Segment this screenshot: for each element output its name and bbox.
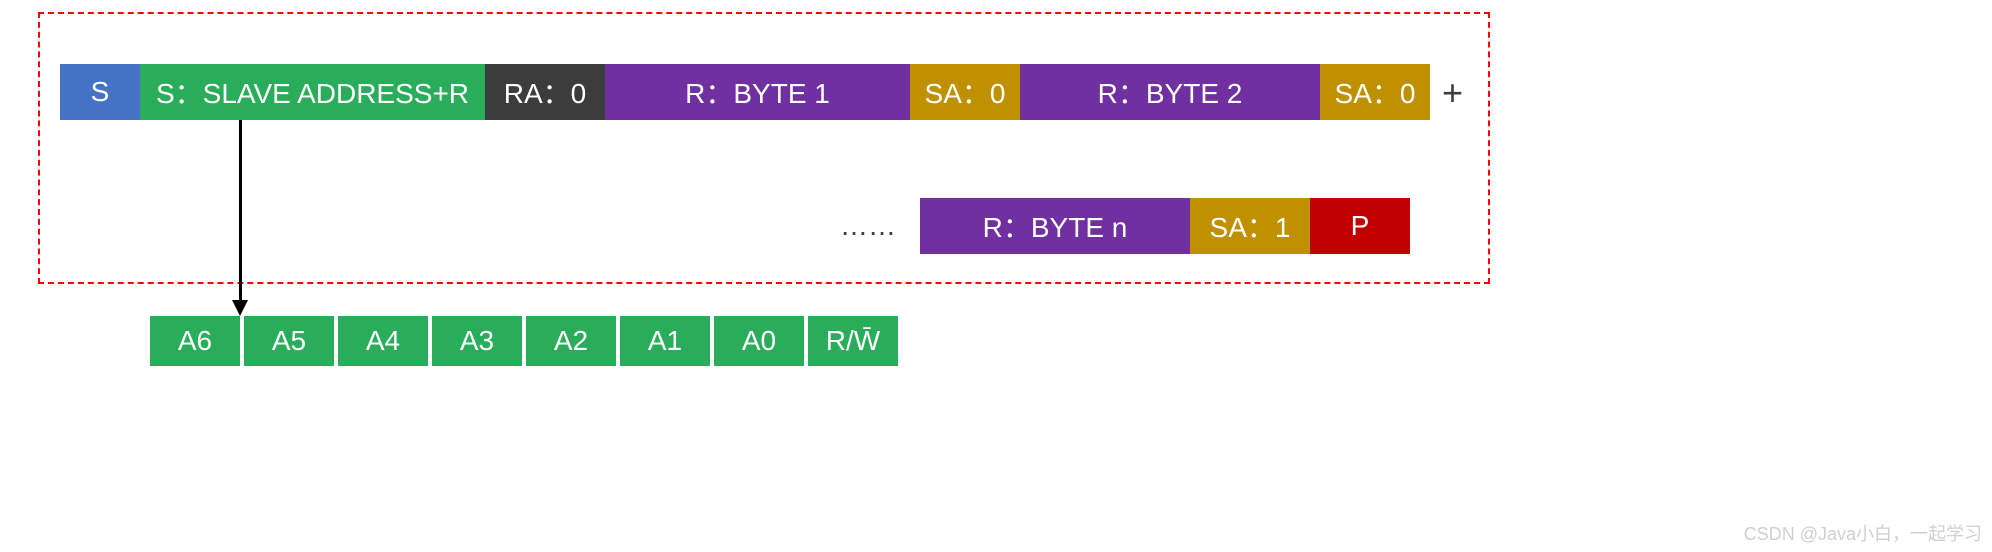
row1-cell-3: R：BYTE 1 (605, 64, 910, 120)
ellipsis: …… (840, 210, 896, 242)
row1-cell-6: SA：0 (1320, 64, 1430, 120)
row2-cell-0: R：BYTE n (920, 198, 1190, 254)
bit-cell-A4: A4 (338, 316, 428, 366)
plus-sign: + (1442, 72, 1463, 114)
row1-cell-1: S：SLAVE ADDRESS+R (140, 64, 485, 120)
row2-cell-1: SA：1 (1190, 198, 1310, 254)
row1-cell-2: RA：0 (485, 64, 605, 120)
watermark: CSDN @Java小白，一起学习 (1744, 520, 1982, 546)
row1-cell-0: S (60, 64, 140, 120)
row1-cell-5: R：BYTE 2 (1020, 64, 1320, 120)
bit-cell-A5: A5 (244, 316, 334, 366)
bit-cell-A6: A6 (150, 316, 240, 366)
arrow-line (239, 120, 242, 302)
bit-cell-RW: R/W̄ (808, 316, 898, 366)
protocol-row-1: SS：SLAVE ADDRESS+RRA：0R：BYTE 1SA：0R：BYTE… (60, 64, 1430, 120)
bit-cell-A3: A3 (432, 316, 522, 366)
row1-cell-4: SA：0 (910, 64, 1020, 120)
arrow-head-icon (232, 300, 248, 316)
address-bits-row: A6A5A4A3A2A1A0R/W̄ (150, 316, 898, 366)
row2-cell-2: P (1310, 198, 1410, 254)
bit-cell-A2: A2 (526, 316, 616, 366)
bit-cell-A1: A1 (620, 316, 710, 366)
bit-cell-A0: A0 (714, 316, 804, 366)
protocol-row-2: R：BYTE nSA：1P (920, 198, 1410, 254)
